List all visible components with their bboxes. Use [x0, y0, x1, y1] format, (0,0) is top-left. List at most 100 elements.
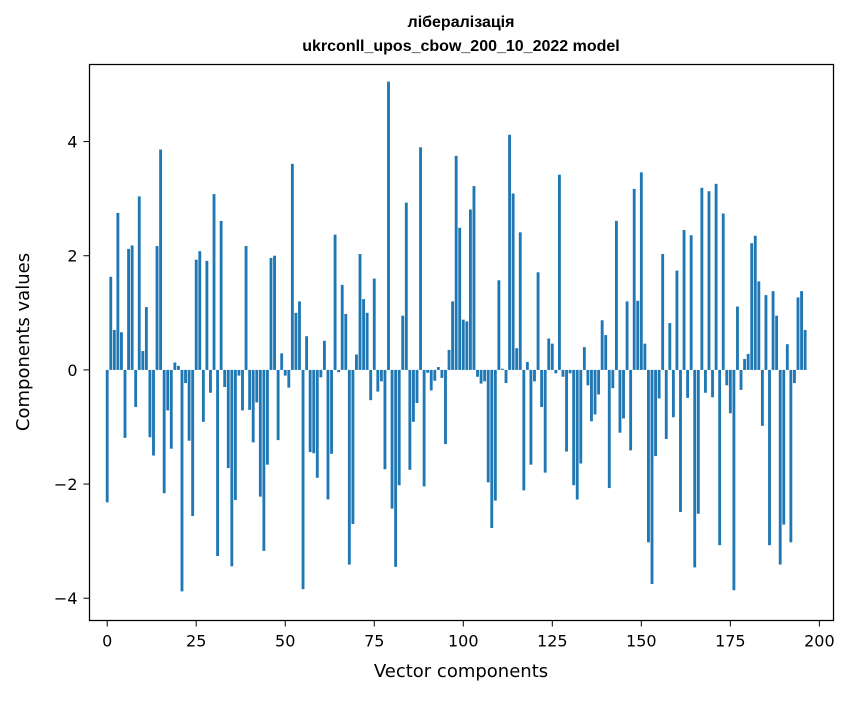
bar — [508, 134, 511, 370]
bar — [454, 155, 458, 370]
bar — [757, 281, 761, 370]
bar — [540, 369, 544, 408]
bar — [472, 186, 476, 370]
bar — [465, 321, 469, 370]
bar — [315, 369, 319, 478]
bar — [426, 369, 430, 373]
bar — [209, 369, 212, 393]
bar — [244, 246, 248, 370]
bar — [109, 276, 113, 370]
bar — [721, 213, 725, 370]
bar — [796, 297, 800, 370]
bar — [707, 191, 711, 370]
bar — [575, 369, 579, 500]
bar — [123, 369, 127, 438]
bar — [166, 369, 170, 411]
bar — [447, 349, 451, 370]
bar — [144, 307, 148, 370]
bar — [429, 369, 433, 391]
bar — [444, 369, 447, 445]
bar — [280, 353, 284, 370]
bar — [258, 369, 262, 497]
bar — [372, 278, 376, 370]
bar — [198, 251, 202, 370]
y-tick-label: 4 — [67, 133, 77, 152]
bar — [518, 232, 522, 370]
bar — [458, 227, 462, 370]
bar — [572, 369, 576, 486]
bar — [262, 369, 266, 551]
chart-title: лібералізація — [408, 14, 515, 31]
bar — [650, 369, 654, 584]
bar — [422, 369, 426, 487]
bar — [415, 369, 419, 404]
bar — [233, 369, 237, 501]
bar — [226, 369, 230, 469]
bar — [162, 369, 166, 494]
bar — [579, 369, 583, 464]
x-axis-label: Vector components — [374, 661, 548, 682]
bar — [625, 301, 629, 370]
bar — [369, 369, 373, 401]
bar — [686, 369, 690, 398]
bars-group — [105, 81, 807, 592]
bar — [586, 369, 590, 386]
bar — [490, 369, 494, 529]
bar — [344, 313, 348, 370]
bar — [187, 369, 191, 441]
bar — [255, 369, 259, 403]
bar — [803, 329, 807, 370]
bar — [333, 234, 337, 370]
bar — [736, 306, 739, 370]
bar — [468, 209, 472, 370]
bar — [700, 187, 704, 370]
bar — [647, 369, 650, 543]
bar — [308, 369, 312, 453]
bar — [479, 369, 483, 384]
bar — [597, 369, 601, 395]
bar — [746, 353, 750, 370]
bar — [451, 301, 455, 370]
bar — [789, 369, 793, 543]
x-tick-label: 0 — [102, 632, 112, 651]
bar — [120, 332, 123, 370]
bar — [785, 344, 789, 370]
bar — [604, 335, 608, 370]
bar — [383, 369, 387, 470]
bar — [547, 338, 551, 370]
bar — [725, 369, 729, 386]
bar — [191, 369, 195, 517]
bar — [764, 295, 768, 370]
bar — [152, 369, 155, 456]
bar — [436, 367, 440, 370]
bar — [301, 369, 305, 590]
bar — [607, 369, 611, 489]
bar — [689, 235, 693, 370]
bar — [219, 220, 223, 370]
bar — [536, 272, 540, 370]
bar — [793, 369, 796, 384]
bar — [476, 369, 479, 377]
plot-frame — [88, 63, 835, 622]
bar — [404, 202, 408, 370]
bar — [590, 369, 593, 422]
bar — [711, 369, 714, 398]
bar — [504, 369, 508, 384]
bar — [322, 340, 326, 370]
bar — [358, 254, 362, 370]
bar — [298, 301, 301, 370]
bar — [134, 369, 138, 408]
bar — [636, 300, 640, 370]
bar — [230, 369, 234, 567]
x-tick-label: 125 — [537, 632, 568, 651]
bar — [337, 369, 341, 373]
bar — [550, 343, 554, 370]
bar — [515, 348, 519, 370]
bar — [351, 369, 355, 525]
bar — [387, 81, 390, 370]
bar — [223, 369, 227, 388]
bar — [365, 312, 369, 370]
bar — [159, 149, 163, 370]
bar — [401, 315, 405, 370]
